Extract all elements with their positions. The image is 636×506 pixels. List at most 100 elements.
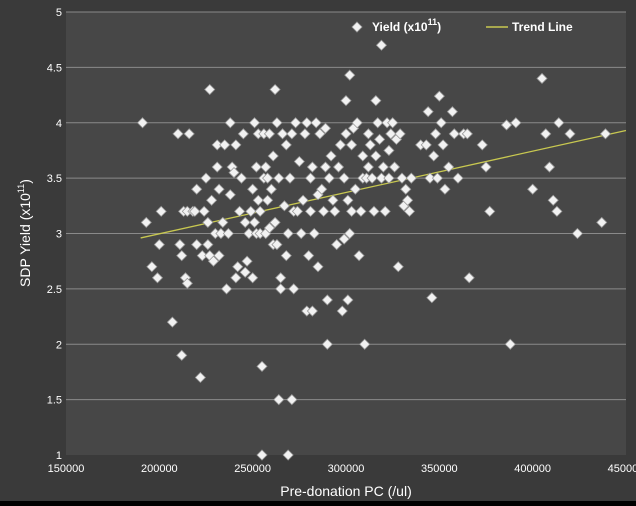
data-point	[346, 139, 358, 151]
data-point	[269, 216, 281, 228]
data-point	[375, 39, 388, 51]
data-point	[248, 216, 261, 228]
data-point	[527, 183, 539, 195]
data-point	[228, 167, 240, 179]
data-point	[176, 349, 188, 361]
data-point	[140, 216, 152, 228]
x-tick-label: 300000	[328, 463, 365, 475]
x-tick-label: 150000	[48, 463, 85, 475]
legend-label-yield-main: Yield (x10	[372, 20, 428, 34]
data-point	[189, 205, 201, 217]
data-point	[206, 194, 218, 206]
data-point	[269, 83, 281, 96]
data-point	[219, 139, 231, 151]
legend-diamond-symbol	[351, 21, 363, 33]
data-point	[284, 172, 296, 184]
data-point	[136, 117, 149, 129]
data-point	[377, 161, 389, 173]
data-point	[422, 106, 434, 118]
data-point	[431, 172, 444, 184]
data-point	[204, 83, 216, 96]
data-point	[461, 128, 473, 140]
data-point	[312, 261, 324, 273]
data-point	[364, 139, 376, 151]
data-point	[540, 128, 552, 140]
data-point	[553, 117, 565, 129]
data-point	[484, 205, 496, 217]
data-point	[250, 161, 262, 173]
data-point	[191, 239, 203, 251]
data-point	[402, 194, 414, 206]
y-tick-label: 5	[56, 7, 62, 19]
data-point	[260, 161, 272, 173]
data-point	[338, 233, 350, 245]
data-point	[176, 250, 188, 262]
data-point	[235, 172, 248, 184]
data-point	[191, 183, 203, 195]
data-points	[136, 39, 612, 461]
data-point	[321, 338, 333, 350]
data-point	[217, 216, 229, 228]
data-point	[368, 205, 380, 217]
data-point	[400, 183, 412, 195]
data-point	[196, 250, 208, 262]
data-point	[254, 205, 266, 217]
data-point	[426, 292, 438, 304]
data-point	[355, 205, 367, 217]
data-point	[220, 283, 233, 295]
data-point	[278, 200, 290, 212]
data-point	[383, 144, 395, 157]
y-tick-label: 1	[56, 450, 62, 462]
data-point	[325, 150, 337, 162]
data-point	[304, 172, 317, 184]
data-point	[551, 205, 563, 217]
data-point	[282, 227, 294, 240]
data-point	[448, 128, 460, 140]
data-point	[194, 371, 206, 384]
data-point	[280, 139, 292, 151]
data-point	[452, 172, 464, 184]
data-point	[202, 216, 214, 228]
legend-label-trend: Trend Line	[512, 20, 573, 34]
data-point	[336, 305, 348, 317]
data-point	[256, 449, 268, 461]
data-point	[388, 161, 401, 173]
data-point	[280, 250, 292, 262]
data-point	[303, 250, 315, 262]
data-point	[383, 172, 395, 184]
data-point	[353, 250, 365, 262]
data-point	[247, 272, 259, 284]
y-tick-label: 2.5	[47, 284, 62, 296]
y-axis-ticks: 1 1.5 2 2.5 3 3.5 4 4.5 5	[47, 7, 62, 462]
data-point	[299, 128, 311, 140]
data-point	[420, 139, 432, 151]
data-point	[237, 128, 249, 140]
x-axis-ticks: 150000 200000 250000 300000 350000 400000 4500…	[48, 463, 636, 475]
data-point	[334, 139, 346, 151]
data-point	[293, 155, 305, 168]
data-point	[301, 117, 313, 129]
data-point	[211, 161, 223, 173]
data-point	[183, 128, 195, 140]
data-point	[271, 239, 283, 251]
legend-label-yield: Yield (x1011)	[372, 17, 441, 34]
data-point	[166, 316, 178, 328]
data-point	[276, 128, 289, 140]
data-point	[340, 95, 352, 107]
data-point	[146, 261, 158, 273]
data-point	[385, 128, 397, 140]
data-point	[310, 117, 322, 129]
data-point	[424, 172, 436, 184]
data-point	[476, 139, 488, 151]
y-axis-title-sup: 11	[16, 184, 26, 193]
data-point	[155, 205, 167, 217]
data-point	[265, 183, 277, 195]
data-point	[267, 150, 279, 162]
data-point	[430, 128, 442, 140]
data-point	[241, 255, 253, 267]
data-point	[433, 90, 445, 102]
data-point	[351, 117, 363, 129]
y-tick-label: 3	[56, 229, 62, 241]
